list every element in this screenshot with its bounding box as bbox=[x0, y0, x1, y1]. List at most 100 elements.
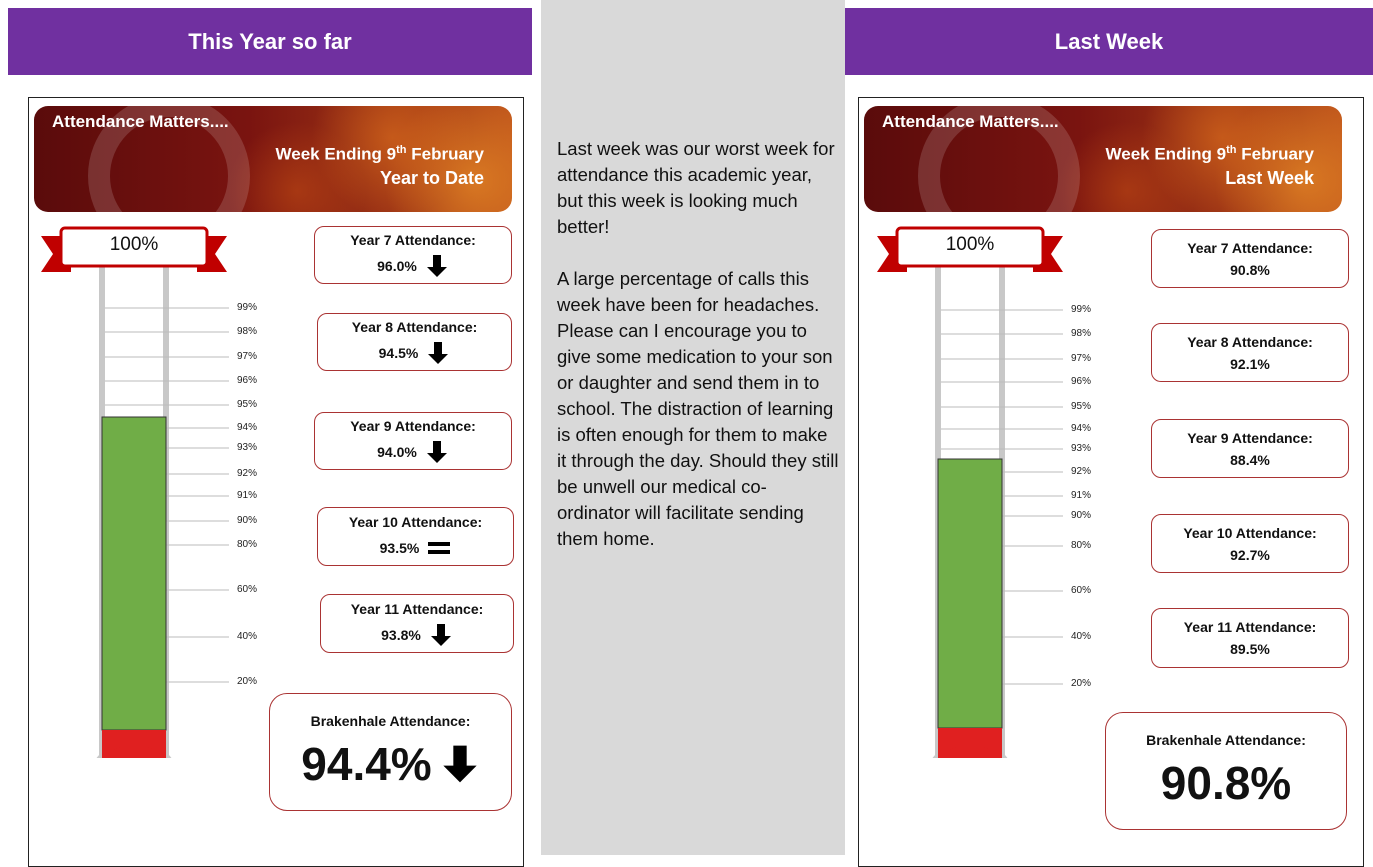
year-label: Year 7 Attendance: bbox=[1187, 240, 1313, 256]
equal-sign bbox=[427, 536, 451, 560]
banner-period: Year to Date bbox=[380, 168, 484, 189]
tick-label: 98% bbox=[1071, 328, 1091, 339]
tick-label: 93% bbox=[237, 442, 257, 453]
week-suffix: February bbox=[1241, 145, 1314, 164]
year-row: 94.5% bbox=[379, 341, 451, 365]
tick-label: 20% bbox=[237, 676, 257, 687]
overall-value: 90.8% bbox=[1161, 756, 1291, 810]
year-row: 94.0% bbox=[377, 440, 449, 464]
year-label: Year 11 Attendance: bbox=[1184, 619, 1317, 635]
overall-box: Brakenhale Attendance: 94.4% bbox=[269, 693, 512, 811]
year-label: Year 9 Attendance: bbox=[1187, 430, 1313, 446]
tick-label: 97% bbox=[237, 351, 257, 362]
year-row: 93.8% bbox=[381, 623, 453, 647]
arrow-shape bbox=[431, 624, 451, 646]
paragraph: A large percentage of calls this week ha… bbox=[557, 266, 839, 552]
week-sup: th bbox=[1226, 144, 1236, 156]
tick-label: 99% bbox=[237, 302, 257, 313]
year-value: 94.0% bbox=[377, 444, 417, 460]
down-arrow bbox=[426, 341, 450, 365]
tick-label: 99% bbox=[1071, 304, 1091, 315]
banner-week: Week Ending 9th February bbox=[1106, 144, 1314, 165]
tick-label: 92% bbox=[1071, 466, 1091, 477]
year-box: Year 8 Attendance: 92.1% bbox=[1151, 323, 1349, 382]
year-value: 93.5% bbox=[380, 540, 420, 556]
overall-value: 94.4% bbox=[301, 737, 431, 791]
year-row: 93.5% bbox=[380, 536, 452, 560]
bar bbox=[428, 550, 450, 554]
year-label: Year 8 Attendance: bbox=[352, 319, 478, 335]
ribbon-label: 100% bbox=[897, 234, 1043, 256]
year-box: Year 7 Attendance: 90.8% bbox=[1151, 229, 1349, 288]
tick-label: 60% bbox=[1071, 585, 1091, 596]
year-value: 96.0% bbox=[377, 258, 417, 274]
tick-label: 98% bbox=[237, 326, 257, 337]
year-value: 92.7% bbox=[1230, 547, 1270, 563]
tick-label: 40% bbox=[1071, 631, 1091, 642]
year-value: 90.8% bbox=[1230, 262, 1270, 278]
attendance-card: Attendance Matters....Week Ending 9th Fe… bbox=[858, 97, 1364, 867]
tick-label: 90% bbox=[237, 515, 257, 526]
week-sup: th bbox=[396, 144, 406, 156]
fill-green bbox=[102, 417, 166, 730]
year-row: 92.7% bbox=[1230, 547, 1270, 563]
year-value: 89.5% bbox=[1230, 641, 1270, 657]
year-box: Year 7 Attendance:96.0% bbox=[314, 226, 512, 284]
year-row: 88.4% bbox=[1230, 452, 1270, 468]
year-row: 90.8% bbox=[1230, 262, 1270, 278]
year-box: Year 8 Attendance: 94.5% bbox=[317, 313, 512, 371]
year-label: Year 8 Attendance: bbox=[1187, 334, 1313, 350]
tick-label: 95% bbox=[237, 399, 257, 410]
section-header: Last Week bbox=[845, 8, 1373, 75]
year-row: 92.1% bbox=[1230, 356, 1270, 372]
middle-text: Last week was our worst week for attenda… bbox=[557, 136, 839, 578]
overall-row: 94.4% bbox=[301, 737, 479, 791]
tick-label: 96% bbox=[1071, 376, 1091, 387]
year-box: Year 10 Attendance: 92.7% bbox=[1151, 514, 1349, 573]
banner-period: Last Week bbox=[1225, 168, 1314, 189]
year-label: Year 11 Attendance: bbox=[351, 601, 484, 617]
arrow-shape bbox=[427, 255, 447, 277]
bar bbox=[428, 542, 450, 546]
year-row: 89.5% bbox=[1230, 641, 1270, 657]
tick-label: 93% bbox=[1071, 443, 1091, 454]
fill-green bbox=[938, 459, 1002, 728]
tick-label: 20% bbox=[1071, 678, 1091, 689]
banner-week: Week Ending 9th February bbox=[276, 144, 484, 165]
year-value: 94.5% bbox=[379, 345, 419, 361]
overall-row: 90.8% bbox=[1161, 756, 1291, 810]
tick-label: 97% bbox=[1071, 353, 1091, 364]
overall-label: Brakenhale Attendance: bbox=[1146, 732, 1306, 748]
tick-label: 95% bbox=[1071, 401, 1091, 412]
year-label: Year 10 Attendance: bbox=[349, 514, 482, 530]
tick-label: 60% bbox=[237, 584, 257, 595]
overall-label: Brakenhale Attendance: bbox=[311, 713, 471, 729]
arrow-shape bbox=[428, 342, 448, 364]
tick-label: 94% bbox=[237, 422, 257, 433]
down-arrow bbox=[425, 440, 449, 464]
tick-label: 92% bbox=[237, 468, 257, 479]
year-label: Year 10 Attendance: bbox=[1183, 525, 1316, 541]
year-row: 96.0% bbox=[377, 254, 449, 278]
page: {"panels":[ {"header":"This Year so far"… bbox=[0, 0, 1373, 855]
year-box: Year 10 Attendance: 93.5% bbox=[317, 507, 514, 566]
down-arrow bbox=[440, 744, 480, 784]
tick-label: 94% bbox=[1071, 423, 1091, 434]
section-header: This Year so far bbox=[8, 8, 532, 75]
tick-label: 91% bbox=[1071, 490, 1091, 501]
ribbon-label: 100% bbox=[61, 234, 207, 256]
year-box: Year 9 Attendance: 88.4% bbox=[1151, 419, 1349, 478]
week-prefix: Week Ending 9 bbox=[1106, 145, 1227, 164]
tick-label: 96% bbox=[237, 375, 257, 386]
attendance-card: Attendance Matters....Week Ending 9th Fe… bbox=[28, 97, 524, 867]
down-arrow bbox=[425, 254, 449, 278]
paragraph: Last week was our worst week for attenda… bbox=[557, 136, 839, 240]
year-box: Year 11 Attendance: 89.5% bbox=[1151, 608, 1349, 668]
tick-label: 91% bbox=[237, 490, 257, 501]
year-value: 92.1% bbox=[1230, 356, 1270, 372]
tick-label: 80% bbox=[1071, 540, 1091, 551]
tick-label: 40% bbox=[237, 631, 257, 642]
year-value: 88.4% bbox=[1230, 452, 1270, 468]
week-prefix: Week Ending 9 bbox=[276, 145, 397, 164]
tick-label: 80% bbox=[237, 539, 257, 550]
